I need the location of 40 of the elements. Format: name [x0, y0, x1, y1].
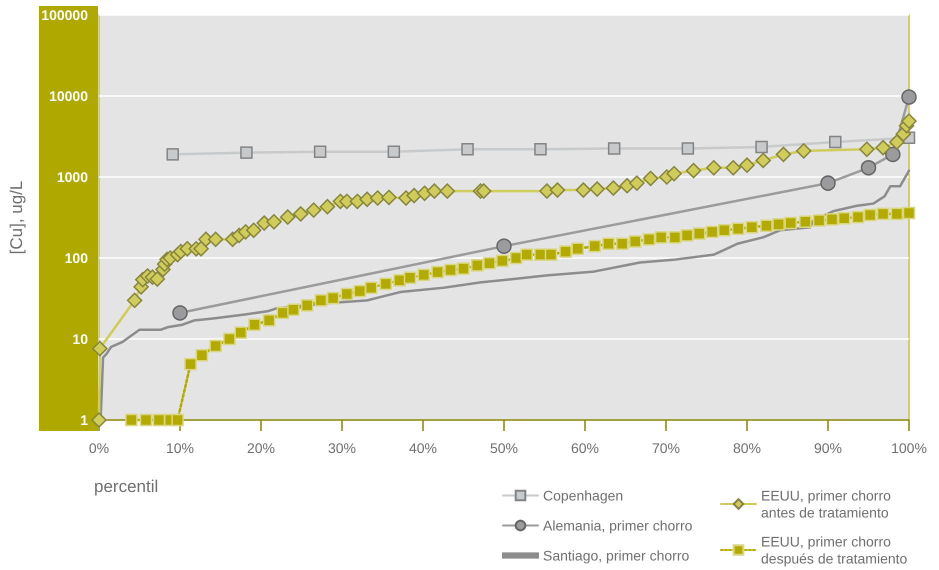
point: [388, 146, 400, 158]
legend-label: Alemania, primer chorro: [543, 518, 693, 534]
point: [608, 142, 620, 155]
point: [829, 136, 842, 148]
point: [885, 146, 901, 162]
y-tick-label: 100: [64, 250, 88, 266]
x-tick-label: 20%: [246, 440, 276, 456]
point: [755, 140, 768, 154]
x-tick-label: 40%: [408, 440, 438, 456]
point: [860, 160, 876, 176]
y-tick-label: 100000: [41, 7, 88, 23]
y-axis-title: [Cu], ug/L: [7, 180, 26, 254]
point: [534, 143, 547, 156]
y-tick-label: 1: [80, 412, 88, 428]
x-tick-label: 80%: [732, 440, 762, 456]
x-tick-label: 50%: [490, 440, 518, 456]
x-axis-title: percentil: [94, 477, 158, 496]
y-tick-label: 10: [72, 331, 88, 347]
x-tick-label: 60%: [570, 440, 600, 456]
legend-label: Copenhagen: [543, 488, 624, 504]
y-tick-label: 10000: [49, 88, 88, 104]
point: [461, 143, 474, 156]
point: [166, 148, 179, 161]
point: [682, 142, 694, 155]
x-tick-label: 10%: [166, 440, 194, 456]
point: [240, 146, 253, 159]
x-tick-label: 0%: [88, 440, 110, 456]
y-tick-label: 1000: [56, 169, 88, 185]
legend-label: EEUU, primer chorro después de tratamiento: [761, 534, 908, 566]
x-tick-label: 90%: [814, 440, 842, 456]
legend-label: EEUU, primer chorro antes de tratamiento: [761, 488, 895, 520]
x-tick-label: 30%: [328, 440, 356, 456]
point: [314, 146, 326, 158]
point: [820, 175, 836, 191]
point: [901, 89, 917, 105]
point: [172, 305, 188, 321]
point: [496, 238, 512, 254]
legend-label: Santiago, primer chorro: [543, 548, 690, 564]
x-tick-label: 70%: [652, 440, 680, 456]
x-tick-label: 100%: [891, 440, 927, 456]
